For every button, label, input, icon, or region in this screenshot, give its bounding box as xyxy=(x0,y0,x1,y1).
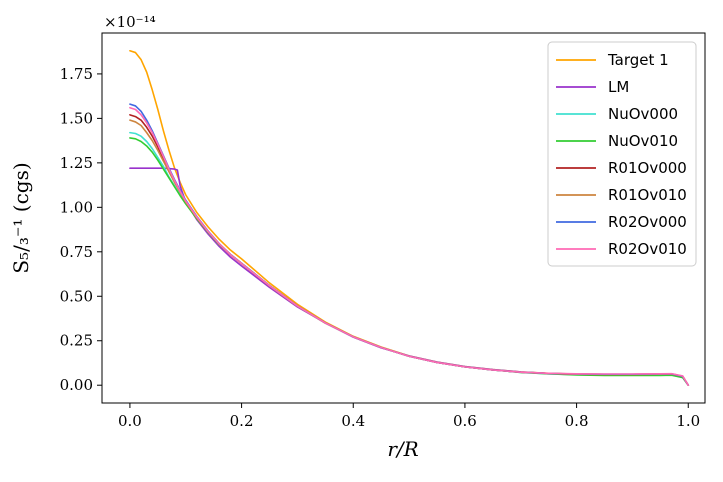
x-tick-label: 1.0 xyxy=(676,412,700,430)
y-axis-ticks: 0.00 0.25 0.50 0.75 1.00 1.25 1.50 1.75 xyxy=(60,65,102,394)
y-tick-label: 1.50 xyxy=(60,109,93,127)
x-axis-ticks: 0.0 0.2 0.4 0.6 0.8 1.0 xyxy=(118,403,700,430)
legend-label: LM xyxy=(608,78,629,96)
legend: Target 1 LM NuOv000 NuOv010 R01Ov000 R01Ov010… xyxy=(547,41,697,267)
y-tick-label: 0.50 xyxy=(60,287,93,305)
y-tick-label: 1.75 xyxy=(60,65,93,83)
x-tick-label: 0.4 xyxy=(341,412,365,430)
axes-frame xyxy=(101,32,706,404)
x-tick-label: 0.0 xyxy=(118,412,142,430)
y-axis-multiplier: ×10⁻¹⁴ xyxy=(104,13,156,31)
legend-label: R02Ov000 xyxy=(608,213,687,231)
x-tick-label: 0.8 xyxy=(565,412,589,430)
x-axis-label: r/R xyxy=(387,437,418,461)
y-tick-label: 1.25 xyxy=(60,154,93,172)
x-tick-label: 0.6 xyxy=(453,412,477,430)
legend-label: NuOv010 xyxy=(608,132,678,150)
y-axis-label: S₅/₃⁻¹ (cgs) xyxy=(9,162,33,273)
legend-label: NuOv000 xyxy=(608,105,678,123)
y-tick-label: 0.00 xyxy=(60,376,93,394)
legend-label: R02Ov010 xyxy=(608,240,687,258)
x-tick-label: 0.2 xyxy=(230,412,254,430)
y-tick-label: 0.25 xyxy=(60,332,93,350)
series-line-8 xyxy=(129,106,690,387)
legend-label: R01Ov010 xyxy=(608,186,687,204)
plot-lines xyxy=(129,49,690,387)
legend-box xyxy=(547,41,697,267)
y-tick-label: 0.75 xyxy=(60,243,93,261)
legend-label: Target 1 xyxy=(607,51,669,69)
y-tick-label: 1.00 xyxy=(60,198,93,216)
legend-label: R01Ov000 xyxy=(608,159,687,177)
